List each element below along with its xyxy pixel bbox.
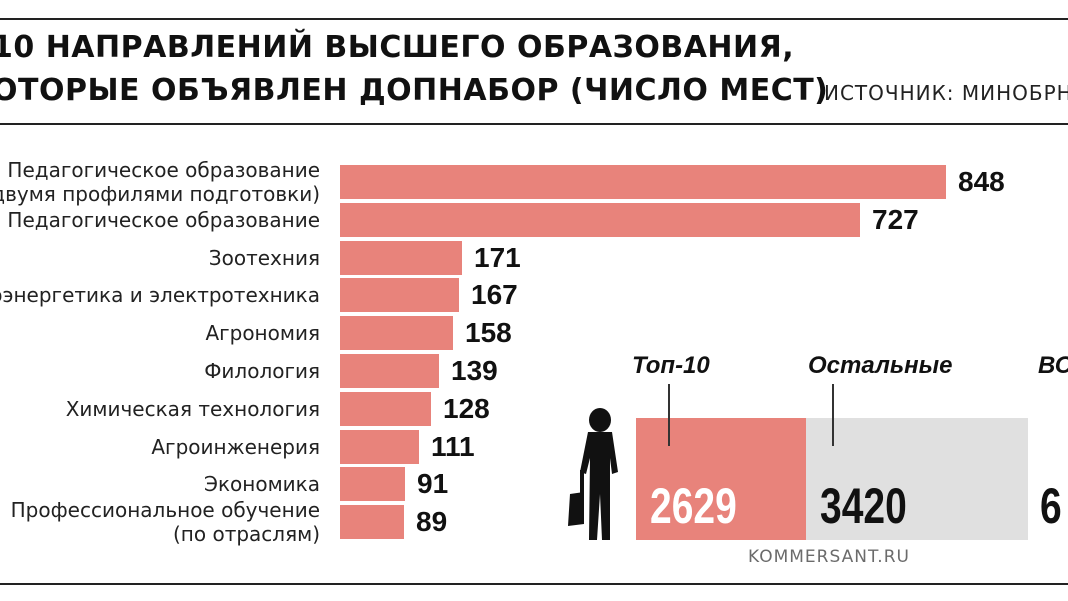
category-label-5-line-1: Агрономия [205, 321, 320, 345]
top10-leader-line [668, 384, 670, 446]
category-label-8: Агроинженерия [151, 435, 320, 459]
rest-label: Остальные [808, 352, 953, 379]
category-label-9-line-1: Экономика [203, 472, 320, 496]
category-label-6: Филология [204, 359, 320, 383]
rest-leader-line [832, 384, 834, 446]
category-label-4-line-1: оэнергетика и электротехника [0, 283, 320, 307]
bar-2 [340, 203, 860, 237]
bar-4 [340, 278, 459, 312]
bar-10 [340, 505, 404, 539]
category-label-9: Экономика [204, 472, 320, 496]
bar-value-8: 111 [431, 431, 475, 462]
category-label-2: Педагогическое образование [7, 208, 320, 232]
category-label-1-line-1: Педагогическое образование [7, 158, 320, 182]
category-label-4: оэнергетика и электротехника [0, 283, 320, 307]
bar-7 [340, 392, 431, 426]
top10-value: 2629 [650, 478, 737, 534]
bar-value-10: 89 [416, 506, 448, 537]
brand-watermark: KOMMERSANT.RU [748, 547, 910, 567]
header-rule [0, 123, 1068, 125]
bar-value-7: 128 [443, 393, 490, 424]
bar-5 [340, 316, 453, 350]
title-line-1: 10 НАПРАВЛЕНИЙ ВЫСШЕГО ОБРАЗОВАНИЯ, [0, 30, 795, 65]
bar-value-5: 158 [465, 317, 512, 348]
category-label-1-line-2: двумя профилями подготовки) [0, 182, 320, 206]
bar-3 [340, 241, 462, 275]
bar-9 [340, 467, 405, 501]
total-value: 6 [1040, 478, 1062, 534]
total-label: ВС [1038, 352, 1068, 379]
student-silhouette-icon [568, 408, 618, 540]
rest-value: 3420 [820, 478, 907, 534]
category-label-6-line-1: Филология [204, 359, 320, 383]
category-label-10-line-1: Профессиональное обучение [10, 498, 320, 522]
source-label: ИСТОЧНИК: МИНОБРНАУ [824, 81, 1068, 105]
bottom-rule [0, 583, 1068, 585]
category-label-3-line-1: Зоотехния [208, 246, 320, 270]
top10-label: Топ-10 [632, 352, 710, 379]
category-label-8-line-1: Агроинженерия [151, 435, 320, 459]
bar-6 [340, 354, 439, 388]
category-label-5: Агрономия [205, 321, 320, 345]
category-label-10: Профессиональное обучение (по отраслям) [11, 498, 320, 546]
bar-value-9: 91 [417, 468, 449, 499]
bar-value-3: 171 [474, 242, 521, 273]
category-label-3: Зоотехния [209, 246, 320, 270]
bar-value-6: 139 [451, 355, 498, 386]
title-line-2: ОТОРЫЕ ОБЪЯВЛЕН ДОПНАБОР (ЧИСЛО МЕСТ) [0, 73, 829, 108]
category-label-2-line-1: Педагогическое образование [7, 208, 320, 232]
bar-value-4: 167 [471, 279, 518, 310]
category-label-7-line-1: Химическая технология [65, 397, 320, 421]
category-label-7: Химическая технология [66, 397, 320, 421]
bar-8 [340, 430, 419, 464]
bar-1 [340, 165, 946, 199]
top-rule [0, 18, 1068, 20]
rest-block [806, 418, 1028, 540]
bar-value-1: 848 [958, 166, 1005, 197]
bar-value-2: 727 [872, 204, 919, 235]
category-label-10-line-2: (по отраслям) [172, 522, 320, 546]
category-label-1: Педагогическое образование двумя профилям… [0, 158, 320, 206]
top10-block [636, 418, 806, 540]
